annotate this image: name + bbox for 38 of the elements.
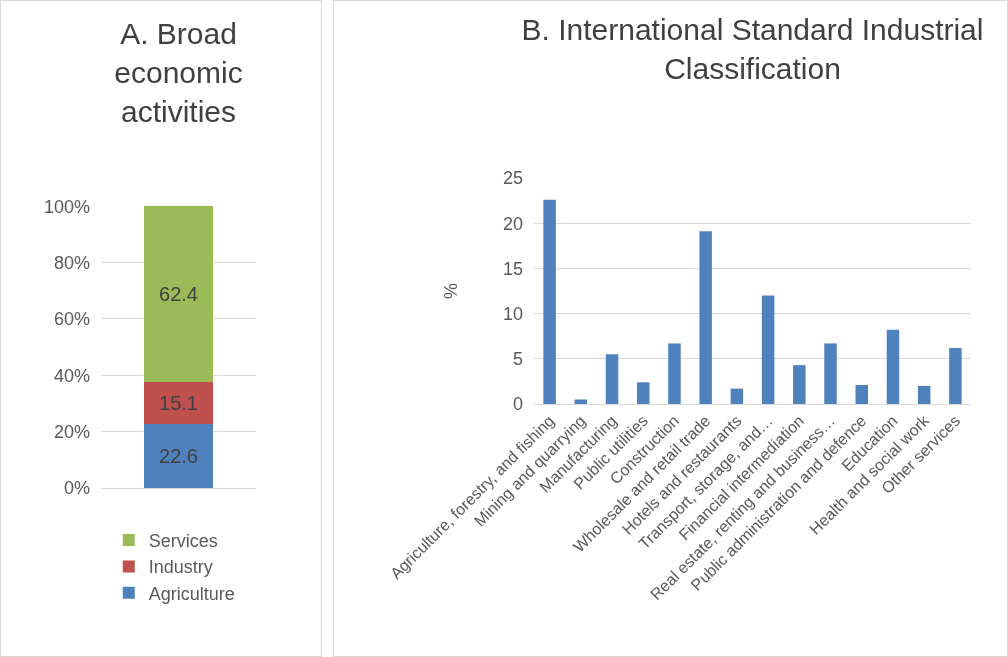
y-tick-label: 60% xyxy=(53,309,90,330)
bar xyxy=(668,343,681,404)
bar xyxy=(605,354,619,404)
legend-label: Industry xyxy=(148,557,213,578)
bar xyxy=(699,231,712,404)
y-tick-label: 15 xyxy=(502,258,523,279)
y-tick-label: 5 xyxy=(512,349,523,370)
chart-title: B. International Standard Industrial Classification xyxy=(521,13,984,86)
y-tick-label: 80% xyxy=(53,252,90,273)
y-tick-label: 0% xyxy=(63,478,90,499)
y-tick-label: 20 xyxy=(502,213,523,234)
y-tick-label: 25 xyxy=(502,168,523,189)
bar xyxy=(143,424,214,488)
bar xyxy=(855,385,868,404)
data-label: 15.1 xyxy=(159,392,198,415)
bar xyxy=(761,295,775,404)
chart-title: A. Broad economic activities xyxy=(114,16,243,128)
y-tick-label: 40% xyxy=(53,365,90,386)
bar xyxy=(543,199,556,404)
data-label: 62.4 xyxy=(159,282,198,305)
data-label: 22.6 xyxy=(159,445,198,468)
bar xyxy=(917,385,931,404)
legend-label: Agriculture xyxy=(148,583,235,604)
bar xyxy=(143,381,214,425)
bar xyxy=(824,343,837,404)
bar xyxy=(574,399,588,404)
y-tick-label: 100% xyxy=(43,196,90,217)
y-axis-title: % xyxy=(441,282,462,300)
bar xyxy=(637,382,650,404)
bar xyxy=(143,206,214,382)
bar xyxy=(793,365,806,404)
y-tick-label: 20% xyxy=(53,421,90,442)
y-tick-label: 0 xyxy=(512,394,523,415)
bar xyxy=(886,329,900,404)
bar xyxy=(730,388,744,404)
bar xyxy=(949,347,962,404)
y-tick-label: 10 xyxy=(502,303,523,324)
legend-label: Services xyxy=(148,531,218,552)
